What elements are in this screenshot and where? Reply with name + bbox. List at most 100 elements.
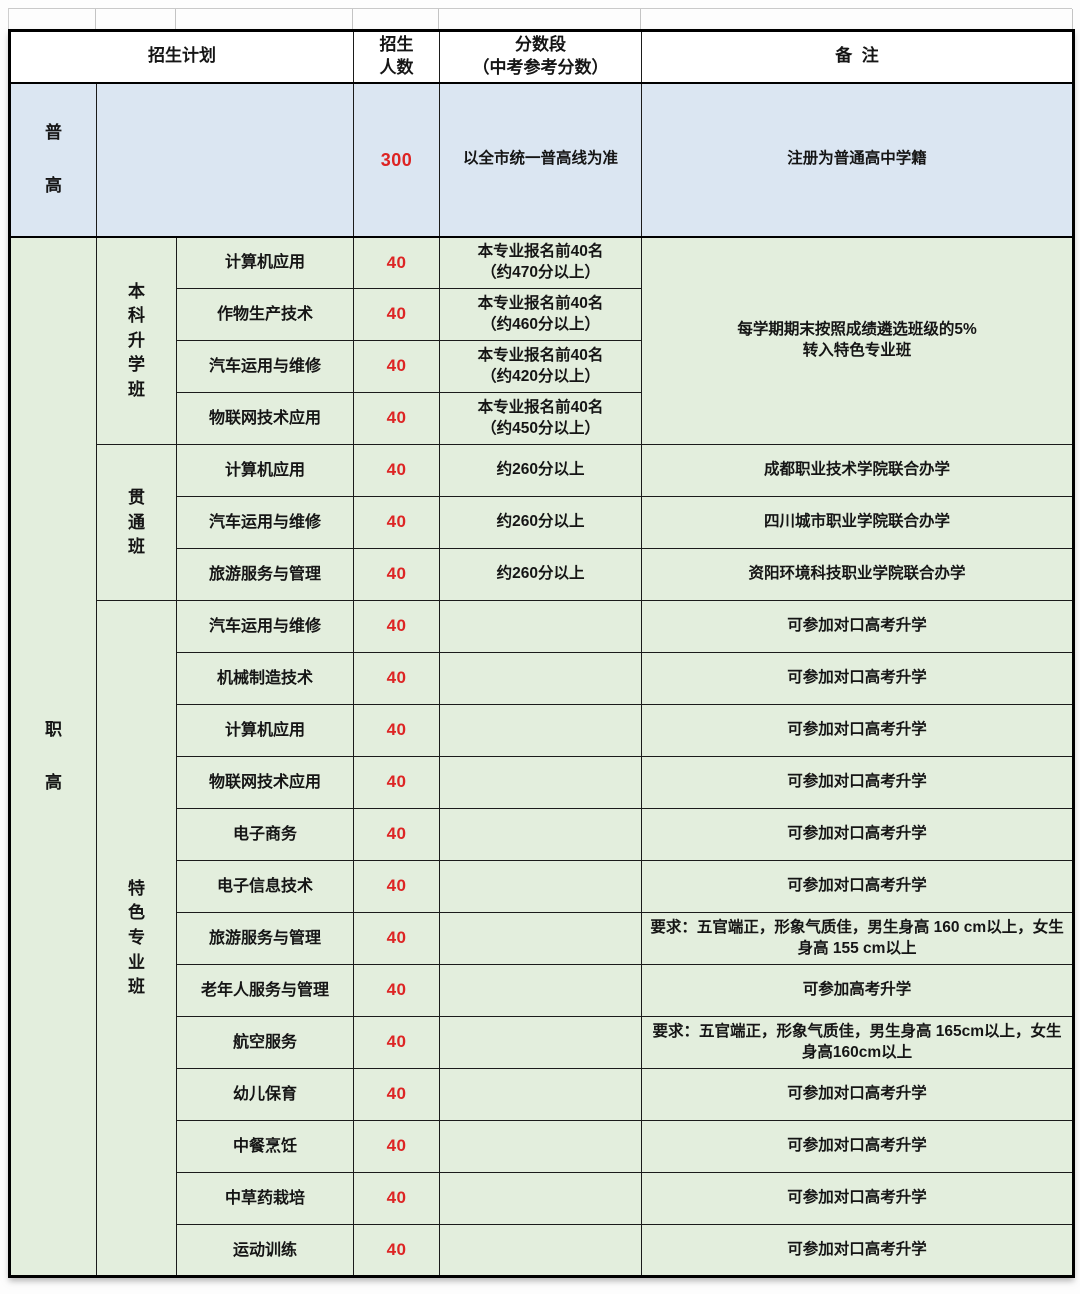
- count-value: 40: [386, 564, 407, 584]
- benke-row: 物联网技术应用 40 本专业报名前40名 （约450分以上）: [10, 392, 1074, 446]
- score-cell-empty: [439, 808, 643, 862]
- score-line2: （约470分以上）: [481, 264, 600, 282]
- major-cell: 汽车运用与维修: [175, 496, 355, 550]
- count-cell: 40: [353, 392, 441, 446]
- remark-cell: 可参加对口高考升学: [641, 600, 1075, 654]
- score-cell-empty: [439, 1120, 643, 1174]
- score-cell-empty: [439, 1172, 643, 1226]
- remark-cell: 要求：五官端正，形象气质佳，男生身高 165cm以上，女生身高160cm以上: [641, 1016, 1075, 1070]
- tese-row: 老年人服务与管理 40 可参加高考升学: [10, 964, 1075, 1018]
- remark-cell: 注册为普通高中学籍: [641, 82, 1075, 238]
- header-enrollment-plan: 招生计划: [8, 29, 355, 84]
- count-cell: 40: [353, 1068, 441, 1122]
- score-line2: （约420分以上）: [481, 367, 600, 385]
- score-cell: 本专业报名前40名 （约450分以上）: [439, 392, 643, 446]
- score-cell: 约260分以上: [439, 496, 643, 550]
- count-value: 40: [386, 512, 407, 532]
- count-cell: 40: [353, 652, 441, 706]
- group-cell-tese: 特色专业班: [96, 600, 177, 1278]
- remark-cell: 资阳环境科技职业学院联合办学: [641, 548, 1075, 602]
- enrollment-table: 招生计划 招生人数 分数段 （中考参考分数） 备 注 普高 300 以全市统一普…: [8, 29, 1076, 1279]
- major-cell: 汽车运用与维修: [175, 600, 355, 654]
- category-cell-putong: 普高: [9, 82, 97, 238]
- remark-cell: 成都职业技术学院联合办学: [641, 444, 1075, 498]
- major-cell: 老年人服务与管理: [175, 964, 355, 1018]
- category-label-putong: 普高: [44, 123, 62, 195]
- count-value: 300: [380, 149, 413, 170]
- count-value: 40: [386, 1032, 407, 1052]
- major-cell: 物联网技术应用: [175, 756, 355, 810]
- major-cell: 计算机应用: [175, 236, 355, 290]
- major-cell: 旅游服务与管理: [175, 912, 355, 966]
- major-cell: 机械制造技术: [175, 652, 355, 706]
- remark-cell: 可参加高考升学: [641, 964, 1075, 1018]
- remark-cell: 可参加对口高考升学: [641, 1224, 1075, 1278]
- spacer-cell: [439, 9, 641, 29]
- tese-row: 中草药栽培 40 可参加对口高考升学: [10, 1172, 1075, 1226]
- group-label-tese: 特色专业班: [127, 878, 145, 997]
- score-cell-empty: [439, 600, 643, 654]
- score-cell: 本专业报名前40名 （约460分以上）: [439, 288, 643, 342]
- score-cell-empty: [439, 704, 643, 758]
- group-label-benke: 本科升学班: [127, 281, 145, 400]
- tese-row: 电子信息技术 40 可参加对口高考升学: [10, 860, 1075, 914]
- spacer-cell: [641, 9, 1073, 29]
- category-cell-zhigao: 职高: [9, 236, 97, 1278]
- tese-row: 物联网技术应用 40 可参加对口高考升学: [10, 756, 1075, 810]
- group-label-guantong: 贯通班: [127, 487, 145, 557]
- score-cell-empty: [439, 860, 643, 914]
- count-cell: 40: [353, 236, 441, 290]
- spacer-cell: [353, 9, 439, 29]
- major-cell: 电子信息技术: [175, 860, 355, 914]
- guantong-row: 旅游服务与管理 40 约260分以上 资阳环境科技职业学院联合办学: [10, 548, 1075, 602]
- tese-row: 旅游服务与管理 40 要求：五官端正，形象气质佳，男生身高 160 cm以上，女…: [10, 912, 1075, 966]
- header-score-range-line2: （中考参考分数）: [472, 57, 609, 77]
- count-cell: 40: [353, 964, 441, 1018]
- count-cell: 40: [353, 808, 441, 862]
- count-cell: 300: [353, 82, 441, 238]
- score-cell-empty: [439, 1224, 643, 1278]
- score-line1: 本专业报名前40名: [477, 346, 604, 364]
- major-cell: 计算机应用: [175, 444, 355, 498]
- guantong-row: 贯通班 计算机应用 40 约260分以上 成都职业技术学院联合办学: [10, 444, 1075, 602]
- major-cell: 电子商务: [175, 808, 355, 862]
- count-value: 40: [386, 252, 407, 272]
- score-line2: （约450分以上）: [481, 419, 600, 437]
- benke-row: 汽车运用与维修 40 本专业报名前40名 （约420分以上）: [10, 340, 1074, 394]
- count-cell: 40: [353, 860, 441, 914]
- major-cell: 旅游服务与管理: [175, 548, 355, 602]
- score-cell-empty: [439, 1016, 643, 1070]
- group-cell-benke: 本科升学班: [96, 236, 177, 446]
- major-cell: 汽车运用与维修: [175, 340, 355, 394]
- count-cell: 40: [353, 704, 441, 758]
- count-cell: 40: [353, 496, 441, 550]
- count-cell: 40: [353, 1016, 441, 1070]
- tese-row: 电子商务 40 可参加对口高考升学: [10, 808, 1075, 862]
- header-score-range: 分数段 （中考参考分数）: [439, 29, 643, 84]
- count-cell: 40: [353, 1224, 441, 1278]
- header-enrollment-count: 招生人数: [353, 29, 441, 84]
- score-cell: 约260分以上: [439, 548, 643, 602]
- score-cell-empty: [439, 1068, 643, 1122]
- tese-row: 幼儿保育 40 可参加对口高考升学: [10, 1068, 1075, 1122]
- count-cell: 40: [353, 444, 441, 498]
- score-cell-empty: [439, 964, 643, 1018]
- count-value: 40: [386, 668, 407, 688]
- count-cell: 40: [353, 1120, 441, 1174]
- group-cell-guantong: 贯通班: [96, 444, 177, 602]
- score-line1: 本专业报名前40名: [477, 398, 604, 416]
- count-value: 40: [386, 1136, 407, 1156]
- tese-row: 运动训练 40 可参加对口高考升学: [10, 1224, 1075, 1278]
- tese-row: 航空服务 40 要求：五官端正，形象气质佳，男生身高 165cm以上，女生身高1…: [10, 1016, 1075, 1070]
- benke-row: 作物生产技术 40 本专业报名前40名 （约460分以上）: [10, 288, 1074, 342]
- remark-cell: 要求：五官端正，形象气质佳，男生身高 160 cm以上，女生身高 155 cm以…: [641, 912, 1075, 966]
- score-cell: 以全市统一普高线为准: [439, 82, 643, 238]
- score-cell: 约260分以上: [439, 444, 643, 498]
- benke-row: 职高 本科升学班 计算机应用 40 本专业报名前40名 （约470分以上） 每学…: [9, 236, 1075, 1278]
- count-value: 40: [386, 928, 407, 948]
- putong-empty-cell: [95, 82, 355, 238]
- count-value: 40: [386, 876, 407, 896]
- table-header-row: 招生计划 招生人数 分数段 （中考参考分数） 备 注: [8, 29, 1075, 84]
- header-enrollment-count-label: 招生人数: [379, 35, 414, 77]
